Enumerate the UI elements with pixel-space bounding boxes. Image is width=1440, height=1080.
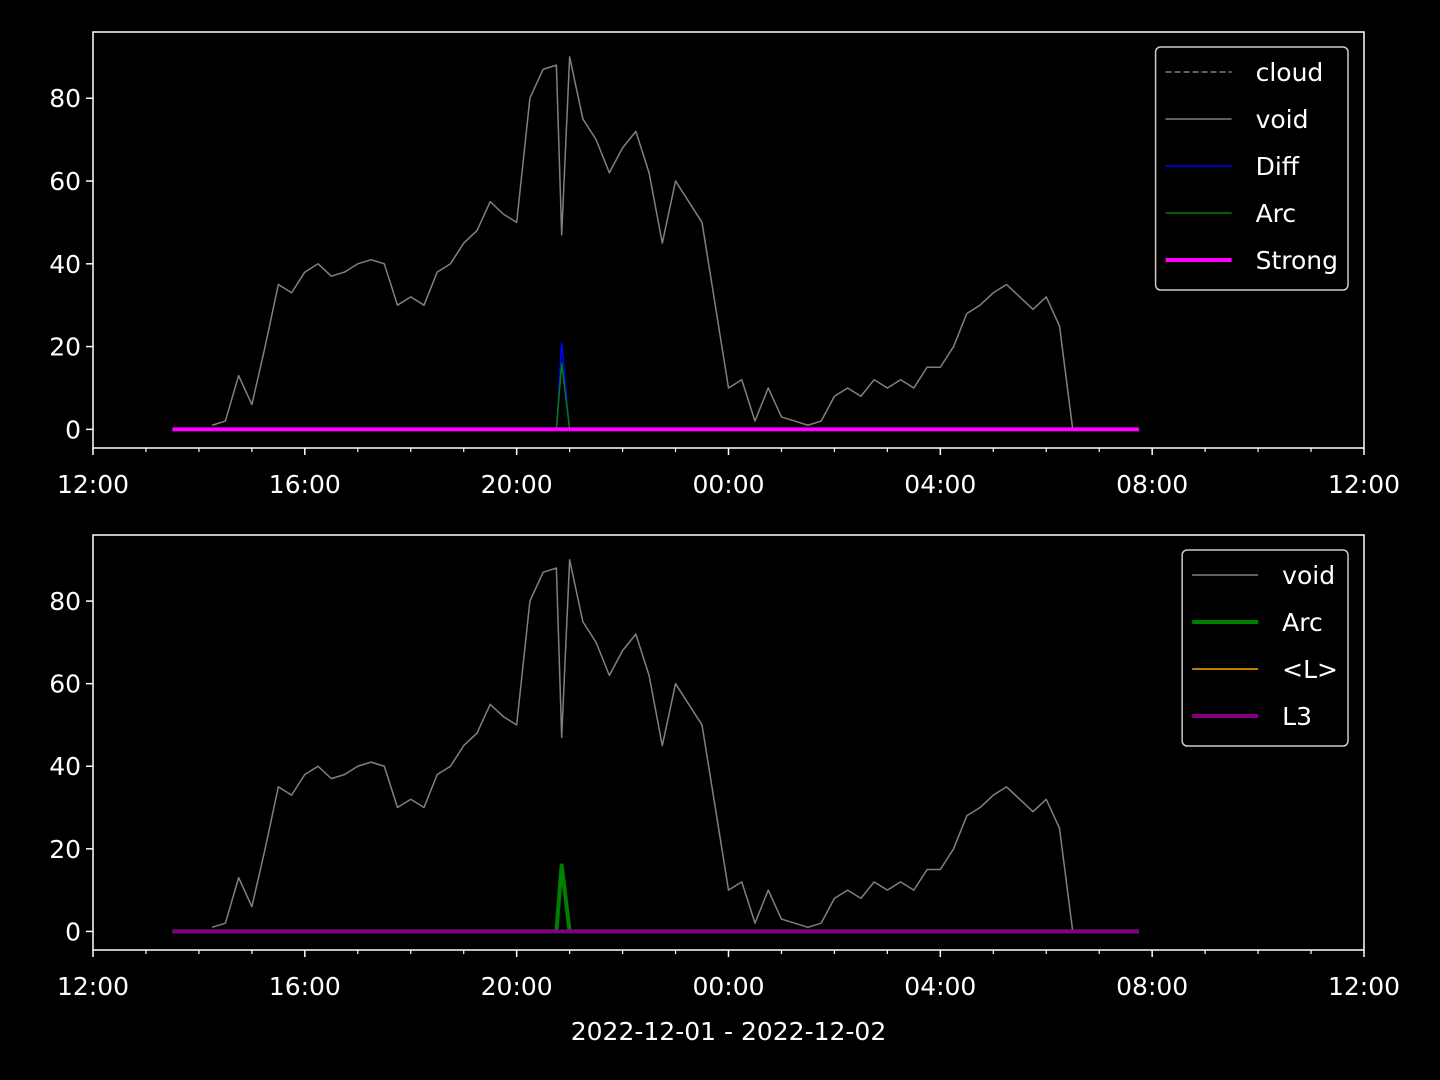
x-tick-label: 12:00 [1328, 972, 1400, 1001]
x-axis-label: 2022-12-01 - 2022-12-02 [571, 1017, 887, 1046]
legend-box [1181, 549, 1349, 747]
x-tick-label: 20:00 [481, 470, 553, 499]
x-tick-label: 20:00 [481, 972, 553, 1001]
y-tick-label: 80 [49, 84, 81, 113]
legend-label: Arc [1282, 608, 1323, 637]
legend-label: Diff [1256, 152, 1300, 181]
y-tick-label: 80 [49, 587, 81, 616]
x-tick-label: 04:00 [904, 972, 976, 1001]
x-tick-label: 12:00 [57, 470, 129, 499]
y-tick-label: 60 [49, 167, 81, 196]
legend-label: <L> [1282, 655, 1338, 684]
series-line [211, 559, 1074, 932]
x-tick-label: 16:00 [269, 470, 341, 499]
x-tick-label: 08:00 [1116, 470, 1188, 499]
legend-label: cloud [1256, 58, 1324, 87]
y-tick-label: 20 [49, 835, 81, 864]
x-tick-label: 16:00 [269, 972, 341, 1001]
y-tick-label: 0 [65, 917, 81, 946]
legend-box [1154, 46, 1349, 291]
legend-label: Strong [1256, 246, 1338, 275]
y-tick-label: 40 [49, 752, 81, 781]
x-tick-label: 00:00 [692, 972, 764, 1001]
legend-label: Arc [1256, 199, 1297, 228]
y-tick-label: 40 [49, 250, 81, 279]
legend: cloud void Diff Arc Strong [1154, 46, 1349, 291]
legend: void Arc <L> L3 [1181, 549, 1349, 747]
legend-label: void [1256, 105, 1309, 134]
series-line [211, 56, 1074, 430]
x-tick-label: 08:00 [1116, 972, 1188, 1001]
y-tick-label: 0 [65, 415, 81, 444]
y-tick-label: 20 [49, 333, 81, 362]
y-tick-label: 60 [49, 670, 81, 699]
x-tick-label: 12:00 [57, 972, 129, 1001]
x-tick-label: 04:00 [904, 470, 976, 499]
legend-label: L3 [1282, 702, 1312, 731]
x-tick-label: 12:00 [1328, 470, 1400, 499]
x-tick-label: 00:00 [692, 470, 764, 499]
legend-label: void [1282, 561, 1335, 590]
